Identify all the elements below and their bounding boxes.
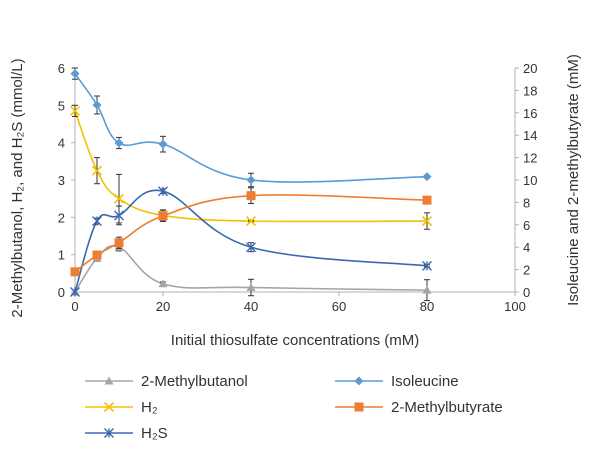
legend-label: Isoleucine xyxy=(391,373,459,390)
legend-label: H₂ xyxy=(141,399,158,416)
y-right-tick-label: 6 xyxy=(523,218,530,233)
data-point xyxy=(114,210,124,221)
x-tick-label: 20 xyxy=(156,299,170,314)
legend-swatch-marker xyxy=(354,376,364,386)
data-point xyxy=(246,175,256,185)
y-left-tick-label: 5 xyxy=(58,98,65,113)
legend-swatch-marker xyxy=(354,402,364,412)
y-axis-left-label: 2-Methylbutanol, H₂, and H₂S (mmol/L) xyxy=(9,58,26,317)
data-point xyxy=(246,242,256,253)
legend-item-0: 2-Methylbutanol xyxy=(85,373,248,390)
data-point xyxy=(69,105,81,116)
marker-stroke xyxy=(103,401,115,413)
x-tick-label: 40 xyxy=(244,299,258,314)
data-point xyxy=(113,193,125,204)
y-left-tick-label: 0 xyxy=(58,285,65,300)
data-point xyxy=(70,267,80,277)
x-tick-label: 100 xyxy=(504,299,526,314)
data-point xyxy=(114,238,124,248)
series-line xyxy=(74,73,428,183)
legend-label: 2-Methylbutanol xyxy=(141,373,248,390)
data-point xyxy=(158,186,168,197)
series-3 xyxy=(70,67,432,188)
data-point xyxy=(158,211,168,221)
series-4 xyxy=(70,187,432,277)
y-left-tick-label: 3 xyxy=(58,173,65,188)
y-left-tick-label: 4 xyxy=(58,136,65,151)
y-right-tick-label: 18 xyxy=(523,83,537,98)
legend-item-1: H₂ xyxy=(85,399,158,416)
y-right-tick-label: 10 xyxy=(523,173,537,188)
data-point xyxy=(422,172,432,182)
marker-stroke xyxy=(91,165,103,176)
legend-swatch-marker xyxy=(103,401,115,413)
y-right-tick-label: 20 xyxy=(523,61,537,76)
data-point xyxy=(114,138,124,148)
marker-stroke xyxy=(245,216,257,227)
data-point xyxy=(91,165,103,176)
y-right-tick-label: 14 xyxy=(523,128,537,143)
legend-swatch-marker xyxy=(104,376,114,385)
x-axis-label: Initial thiosulfate concentrations (mM) xyxy=(171,332,419,349)
data-point xyxy=(422,195,432,205)
y-left-tick-label: 2 xyxy=(58,210,65,225)
data-point xyxy=(70,69,80,79)
legend-label: 2-Methylbutyrate xyxy=(391,399,503,416)
data-point xyxy=(158,279,168,288)
plot-area xyxy=(69,67,433,302)
series-line xyxy=(74,110,428,223)
x-tick-label: 80 xyxy=(420,299,434,314)
legend-item-4: 2-Methylbutyrate xyxy=(335,399,503,416)
data-point xyxy=(245,216,257,227)
x-tick-label: 60 xyxy=(332,299,346,314)
data-point xyxy=(70,287,80,297)
legend-item-3: Isoleucine xyxy=(335,373,459,390)
y-right-tick-label: 12 xyxy=(523,151,537,166)
data-point xyxy=(158,139,168,149)
y-right-tick-label: 16 xyxy=(523,106,537,121)
y-axis-right-label: Isoleucine and 2-methylbutyrate (mM) xyxy=(565,54,582,306)
legend-label: H₂S xyxy=(141,425,168,442)
legend-swatch-marker xyxy=(104,428,114,438)
y-right-tick-label: 0 xyxy=(523,285,530,300)
y-left-tick-label: 6 xyxy=(58,61,65,76)
data-point xyxy=(92,100,102,110)
data-point xyxy=(422,260,432,271)
marker-stroke xyxy=(421,216,433,227)
y-left-tick-label: 1 xyxy=(58,248,65,263)
y-right-tick-label: 8 xyxy=(523,195,530,210)
series-line xyxy=(74,194,428,273)
y-right-tick-label: 4 xyxy=(523,240,530,255)
y-right-tick-label: 2 xyxy=(523,263,530,278)
x-tick-label: 0 xyxy=(71,299,78,314)
series-line xyxy=(74,189,428,293)
data-point xyxy=(92,250,102,260)
data-point xyxy=(92,216,102,227)
marker-stroke xyxy=(113,193,125,204)
data-point xyxy=(246,283,256,292)
legend: 2-Methylbutanol H₂ H₂S Isoleucine 2-Methylbu… xyxy=(85,373,503,442)
marker-stroke xyxy=(69,105,81,116)
legend-item-2: H₂S xyxy=(85,425,168,442)
series-2 xyxy=(70,186,432,297)
data-point xyxy=(422,285,432,294)
data-point xyxy=(246,191,256,201)
data-point xyxy=(421,216,433,227)
